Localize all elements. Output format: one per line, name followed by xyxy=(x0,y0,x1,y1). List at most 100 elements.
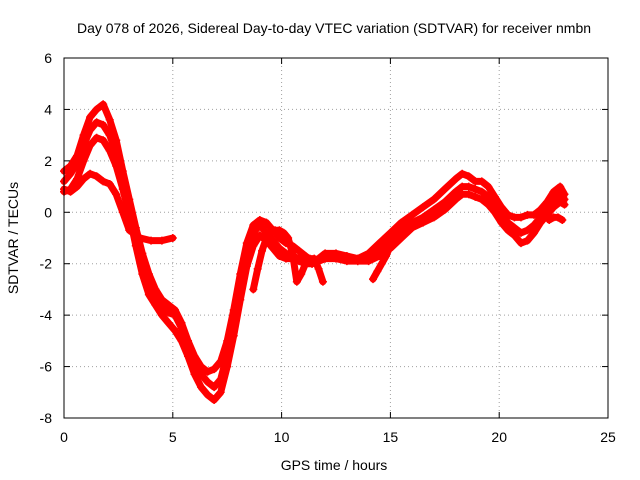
data-point-marker xyxy=(288,249,297,258)
data-point-marker xyxy=(477,177,486,186)
data-point-marker xyxy=(184,352,193,361)
data-point-marker xyxy=(216,388,225,397)
data-point-marker xyxy=(92,133,101,142)
data-point-marker xyxy=(253,264,262,273)
data-point-marker xyxy=(136,234,145,242)
data-point-marker xyxy=(164,308,173,317)
data-point-marker xyxy=(275,234,284,242)
data-point-marker xyxy=(408,223,417,232)
data-point-marker xyxy=(364,257,373,266)
data-point-marker xyxy=(266,228,275,237)
data-point-marker xyxy=(157,311,166,320)
data-point-marker xyxy=(190,370,199,379)
data-point-marker xyxy=(86,169,95,178)
data-point-marker xyxy=(523,226,532,235)
data-point-marker xyxy=(510,223,519,232)
x-tick-label: 5 xyxy=(169,429,177,445)
data-point-marker xyxy=(558,216,567,224)
y-tick-label: 2 xyxy=(44,153,52,169)
data-point-marker xyxy=(549,203,558,212)
data-point-marker xyxy=(86,141,95,150)
data-point-marker xyxy=(321,254,330,263)
data-point-marker xyxy=(464,172,473,181)
data-point-marker xyxy=(73,182,82,191)
data-point-marker xyxy=(262,218,271,227)
data-point-marker xyxy=(516,239,525,248)
y-tick-label: 4 xyxy=(44,101,52,117)
data-point-marker xyxy=(399,218,408,227)
data-point-marker xyxy=(510,231,519,240)
data-point-marker xyxy=(66,169,75,178)
data-point-marker xyxy=(92,172,101,181)
data-point-marker xyxy=(92,105,101,114)
data-point-marker xyxy=(66,187,75,196)
data-point-marker xyxy=(368,275,377,284)
data-point-marker xyxy=(484,192,493,201)
data-point-marker xyxy=(556,198,565,206)
data-point-marker xyxy=(440,185,449,194)
data-point-marker xyxy=(397,234,406,242)
data-point-marker xyxy=(530,210,539,219)
data-point-marker xyxy=(516,213,525,222)
data-point-marker xyxy=(471,185,480,194)
series-pass-6 xyxy=(368,216,412,284)
data-point-marker xyxy=(170,311,179,320)
data-point-marker xyxy=(560,200,569,209)
data-point-marker xyxy=(549,187,558,196)
data-point-marker xyxy=(484,182,493,191)
data-point-marker xyxy=(429,213,438,222)
data-point-marker xyxy=(451,174,460,183)
data-point-marker xyxy=(203,378,212,386)
data-point-marker xyxy=(118,185,127,194)
data-point-marker xyxy=(429,205,438,214)
y-tick-label: 0 xyxy=(44,204,52,220)
data-point-marker xyxy=(477,195,486,204)
data-point-marker xyxy=(556,190,565,199)
data-point-marker xyxy=(536,218,545,227)
data-point-marker xyxy=(86,126,95,134)
data-point-marker xyxy=(147,236,156,245)
data-point-marker xyxy=(553,213,562,222)
data-point-marker xyxy=(275,226,284,235)
data-point-marker xyxy=(177,324,186,332)
data-point-marker xyxy=(268,244,277,253)
data-point-marker xyxy=(390,231,399,240)
data-point-marker xyxy=(170,326,179,335)
data-point-marker xyxy=(197,383,206,392)
data-point-marker xyxy=(297,270,306,278)
plot-frame xyxy=(63,57,609,419)
data-point-marker xyxy=(419,203,428,212)
data-point-marker xyxy=(223,362,232,371)
data-point-marker xyxy=(138,270,147,278)
data-point-marker xyxy=(168,234,177,242)
data-point-marker xyxy=(318,277,327,286)
data-point-marker xyxy=(210,396,219,404)
data-point-marker xyxy=(353,257,362,266)
y-axis-label: SDTVAR / TECUs xyxy=(5,182,21,294)
data-point-marker xyxy=(131,241,140,250)
data-point-marker xyxy=(301,259,310,268)
data-point-marker xyxy=(249,285,258,294)
data-point-marker xyxy=(112,162,121,170)
data-point-marker xyxy=(284,234,293,242)
data-point-marker xyxy=(484,200,493,209)
data-point-marker xyxy=(249,228,258,237)
data-point-marker xyxy=(262,234,271,242)
data-point-marker xyxy=(556,182,565,191)
data-point-marker xyxy=(151,300,160,309)
data-point-marker xyxy=(451,195,460,204)
x-tick-label: 0 xyxy=(60,429,68,445)
data-point-marker xyxy=(112,190,121,199)
data-point-marker xyxy=(105,131,114,140)
data-point-marker xyxy=(377,259,386,268)
data-point-marker xyxy=(464,182,473,191)
data-point-marker xyxy=(314,264,323,273)
data-point-marker xyxy=(92,118,101,127)
data-point-marker xyxy=(429,195,438,204)
y-tick-label: -8 xyxy=(40,410,53,426)
data-point-marker xyxy=(549,195,558,204)
data-point-marker xyxy=(375,239,384,248)
data-point-marker xyxy=(395,223,404,232)
